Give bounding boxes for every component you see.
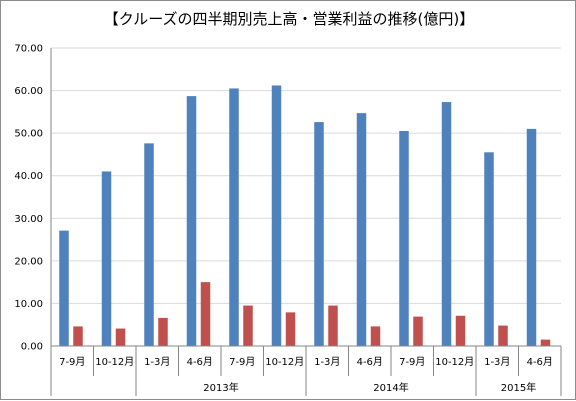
bar-sales [229,88,239,346]
bar-sales [484,152,494,346]
x-category-label: 10-12月 [435,356,474,368]
bar-sales [526,128,537,346]
x-category-label: 7-9月 [229,356,255,368]
x-category-label: 7-9月 [59,356,85,368]
y-tick-label: 30.00 [14,214,43,225]
y-tick-label: 70.00 [14,44,43,55]
bar-sales [59,230,69,346]
x-category-label: 7-9月 [399,356,425,368]
axes [50,48,562,396]
bar-operating-profit [370,326,381,346]
bar-operating-profit [455,315,466,346]
bar-operating-profit [200,282,211,346]
bar-sales [356,113,367,347]
x-category-label: 1-3月 [314,356,340,368]
bar-operating-profit [285,312,296,346]
bar-sales [314,122,324,347]
x-category-label: 4-6月 [527,356,553,368]
x-category-label: 10-12月 [95,356,134,368]
x-group-label: 2014年 [373,381,408,394]
bar-operating-profit [498,325,508,346]
x-category-label: 1-3月 [144,356,170,368]
bar-operating-profit [243,305,253,346]
y-tick-label: 10.00 [14,299,43,310]
bar-operating-profit [73,326,83,346]
y-tick-label: 40.00 [14,171,43,182]
bar-sales [399,131,409,346]
x-group-label: 2015年 [501,381,536,394]
bar-sales [144,143,154,346]
y-axis-ticks: 0.00 10.00 20.00 30.00 40.00 50.00 60.00 70.00 [14,44,43,353]
bar-sales [186,96,197,346]
x-axis-categories: 7-9月 10-12月 1-3月 4-6月 7-9月 10-12月 1-3月 4-6月 7-9月… [59,356,553,368]
y-tick-label: 50.00 [14,129,43,140]
bar-operating-profit [158,317,168,346]
bar-sales [441,102,452,347]
bar-operating-profit [115,328,126,346]
y-tick-label: 60.00 [14,86,43,97]
y-tick-label: 20.00 [14,256,43,267]
gridlines [51,47,561,304]
x-category-label: 4-6月 [187,356,213,368]
chart-title: 【クルーズの四半期別売上高・営業利益の推移(億円)】 [104,10,475,28]
bar-operating-profit [540,339,551,346]
bars [59,85,551,347]
bar-sales [271,85,282,346]
bar-operating-profit [413,316,423,346]
y-tick-label: 0.00 [21,342,43,353]
x-group-label: 2013年 [203,381,238,394]
x-axis-groups: 2013年 2014年 2015年 [203,381,536,394]
x-category-label: 10-12月 [265,356,304,368]
bar-operating-profit [328,305,338,346]
x-category-label: 4-6月 [357,356,383,368]
x-category-label: 1-3月 [484,356,510,368]
bar-sales [101,171,112,346]
